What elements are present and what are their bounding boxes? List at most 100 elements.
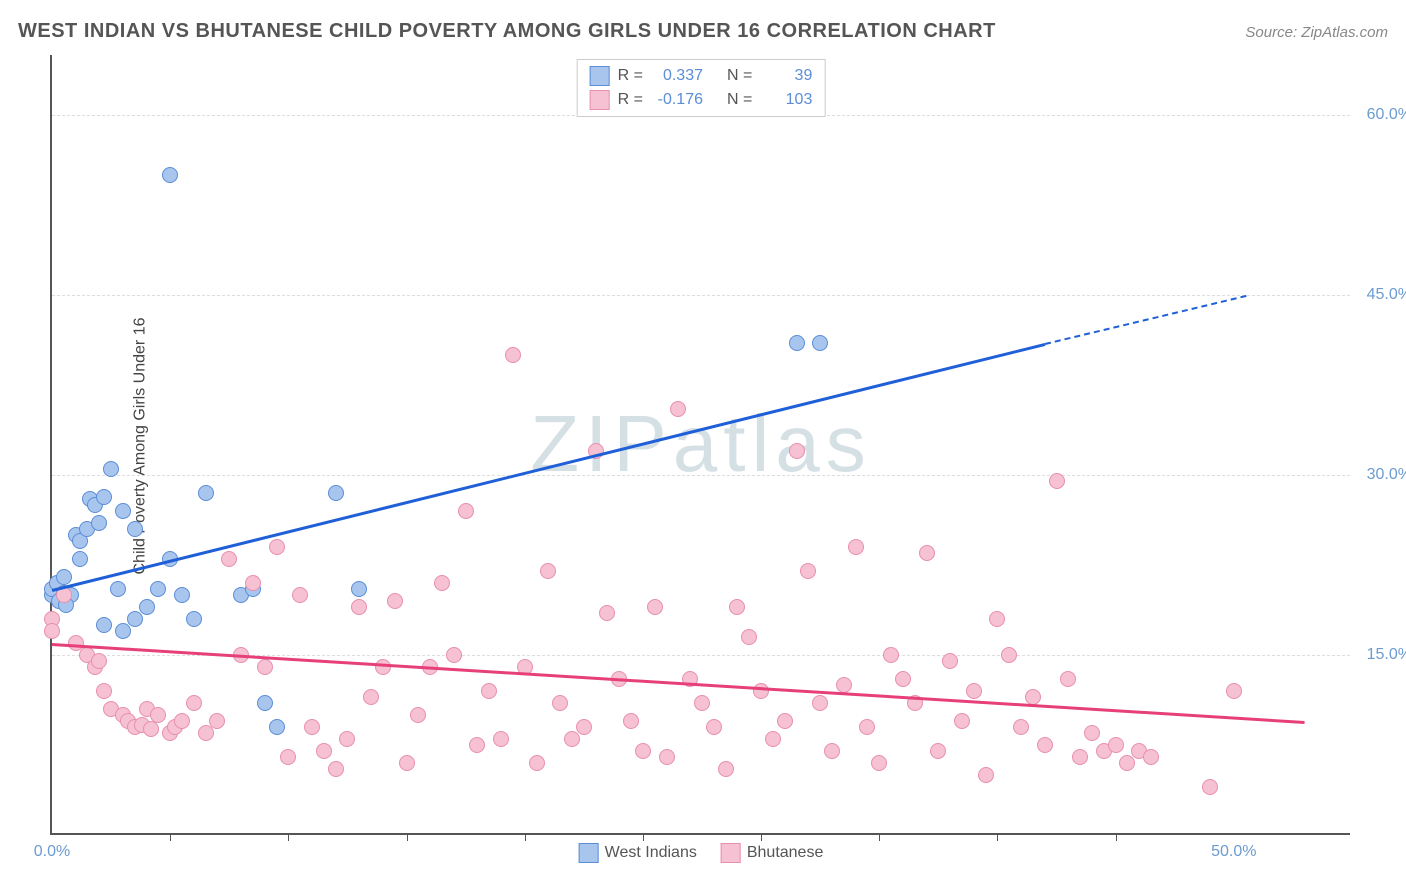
data-point (56, 569, 72, 585)
x-tick-mark (1116, 833, 1117, 841)
data-point (753, 683, 769, 699)
data-point (280, 749, 296, 765)
data-point (410, 707, 426, 723)
data-point (540, 563, 556, 579)
legend-swatch (590, 66, 610, 86)
data-point (729, 599, 745, 615)
data-point (954, 713, 970, 729)
data-point (110, 581, 126, 597)
data-point (127, 521, 143, 537)
data-point (505, 347, 521, 363)
data-point (115, 623, 131, 639)
data-point (269, 539, 285, 555)
y-tick-label: 15.0% (1357, 646, 1406, 664)
data-point (694, 695, 710, 711)
data-point (292, 587, 308, 603)
data-point (777, 713, 793, 729)
data-point (139, 599, 155, 615)
data-point (942, 653, 958, 669)
x-tick-label: 0.0% (34, 843, 70, 861)
data-point (186, 695, 202, 711)
data-point (434, 575, 450, 591)
data-point (978, 767, 994, 783)
x-tick-mark (170, 833, 171, 841)
data-point (741, 629, 757, 645)
data-point (150, 581, 166, 597)
stats-legend: R =0.337N =39R =-0.176N =103 (577, 59, 826, 117)
data-point (162, 167, 178, 183)
chart-header: WEST INDIAN VS BHUTANESE CHILD POVERTY A… (18, 20, 1388, 43)
data-point (1119, 755, 1135, 771)
x-tick-mark (288, 833, 289, 841)
data-point (871, 755, 887, 771)
data-point (339, 731, 355, 747)
data-point (1025, 689, 1041, 705)
data-point (1049, 473, 1065, 489)
gridline (52, 475, 1350, 476)
data-point (919, 545, 935, 561)
data-point (800, 563, 816, 579)
data-point (72, 551, 88, 567)
data-point (127, 611, 143, 627)
data-point (150, 707, 166, 723)
x-tick-mark (407, 833, 408, 841)
r-label: R = (618, 91, 643, 109)
stats-legend-row: R = 0.337 N = 39 (590, 64, 813, 88)
data-point (1001, 647, 1017, 663)
x-tick-label: 50.0% (1211, 843, 1256, 861)
data-point (91, 515, 107, 531)
data-point (387, 593, 403, 609)
trendline (1044, 295, 1245, 345)
data-point (659, 749, 675, 765)
data-point (1202, 779, 1218, 795)
legend-swatch (579, 843, 599, 863)
scatter-plot: ZIPatlas R =0.337N =39R =-0.176N =103 We… (50, 55, 1350, 835)
r-label: R = (618, 67, 643, 85)
data-point (789, 335, 805, 351)
data-point (304, 719, 320, 735)
data-point (103, 461, 119, 477)
data-point (399, 755, 415, 771)
data-point (966, 683, 982, 699)
y-tick-label: 45.0% (1357, 286, 1406, 304)
n-value: 39 (760, 67, 812, 85)
x-tick-mark (761, 833, 762, 841)
data-point (269, 719, 285, 735)
data-point (706, 719, 722, 735)
data-point (221, 551, 237, 567)
data-point (670, 401, 686, 417)
data-point (564, 731, 580, 747)
data-point (375, 659, 391, 675)
data-point (647, 599, 663, 615)
series-legend-label: West Indians (605, 844, 697, 862)
data-point (623, 713, 639, 729)
data-point (789, 443, 805, 459)
data-point (96, 489, 112, 505)
data-point (328, 485, 344, 501)
data-point (174, 713, 190, 729)
data-point (883, 647, 899, 663)
series-legend-item: Bhutanese (721, 843, 824, 863)
data-point (469, 737, 485, 753)
trendline (52, 343, 1045, 591)
data-point (848, 539, 864, 555)
data-point (859, 719, 875, 735)
data-point (96, 617, 112, 633)
chart-title: WEST INDIAN VS BHUTANESE CHILD POVERTY A… (18, 20, 996, 43)
x-tick-mark (643, 833, 644, 841)
chart-source: Source: ZipAtlas.com (1245, 24, 1388, 41)
data-point (1072, 749, 1088, 765)
data-point (1037, 737, 1053, 753)
data-point (328, 761, 344, 777)
data-point (812, 695, 828, 711)
data-point (1013, 719, 1029, 735)
legend-swatch (721, 843, 741, 863)
y-tick-label: 60.0% (1357, 106, 1406, 124)
data-point (635, 743, 651, 759)
r-value: 0.337 (651, 67, 703, 85)
n-label: N = (727, 67, 752, 85)
data-point (446, 647, 462, 663)
gridline (52, 295, 1350, 296)
data-point (209, 713, 225, 729)
data-point (481, 683, 497, 699)
